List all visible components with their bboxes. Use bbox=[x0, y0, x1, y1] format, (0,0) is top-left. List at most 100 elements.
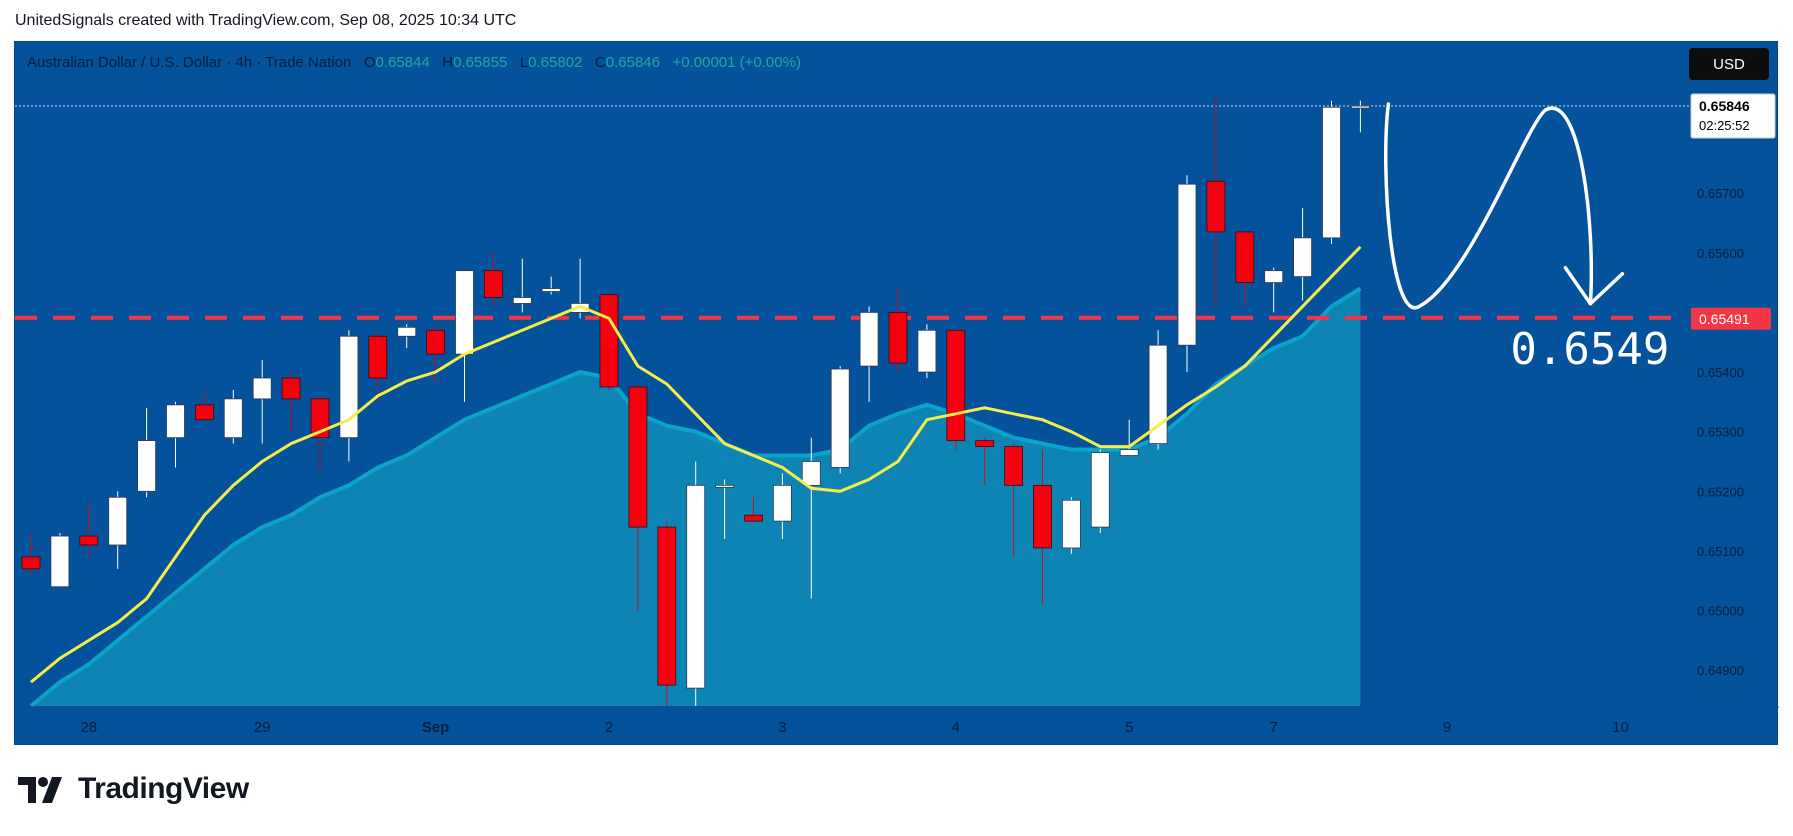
candle-body-up bbox=[252, 377, 272, 400]
candle[interactable] bbox=[1322, 100, 1341, 244]
candle-body-down bbox=[1235, 231, 1255, 283]
candle-body-down bbox=[368, 335, 388, 379]
high-value: 0.65855 bbox=[453, 54, 508, 71]
price-chart[interactable]: 0.6549 0.65700 0.65600 0.65400 0.65300 0.652… bbox=[15, 42, 1779, 746]
ma-slow-line bbox=[29, 286, 1362, 708]
candle-body-up bbox=[773, 484, 792, 522]
candle-body-up bbox=[50, 535, 70, 588]
candle-body-up bbox=[397, 326, 417, 337]
candle[interactable] bbox=[1062, 497, 1081, 554]
candle[interactable] bbox=[657, 521, 677, 706]
y-tick-label: 0.65700 bbox=[1697, 186, 1744, 201]
candle[interactable] bbox=[310, 395, 330, 474]
candle[interactable] bbox=[137, 407, 156, 498]
candle[interactable] bbox=[426, 324, 446, 384]
candle-body-down bbox=[657, 526, 677, 686]
x-tick-label: 10 bbox=[1612, 719, 1629, 736]
level-annotation-text: 0.6549 bbox=[1510, 324, 1669, 375]
candle[interactable] bbox=[1119, 419, 1139, 456]
candle[interactable] bbox=[79, 503, 99, 557]
candle[interactable] bbox=[830, 366, 850, 474]
change-value: +0.00001 (+0.00%) bbox=[672, 54, 801, 71]
ma-fast-line bbox=[30, 245, 1362, 684]
high-label: H bbox=[442, 54, 454, 71]
candle-body-down bbox=[281, 377, 301, 400]
candle[interactable] bbox=[21, 533, 41, 575]
x-tick-label: 2 bbox=[605, 719, 613, 736]
candle[interactable] bbox=[223, 389, 243, 444]
candle[interactable] bbox=[1033, 449, 1052, 605]
candle-body-up bbox=[223, 398, 243, 439]
candle-body-up bbox=[108, 496, 128, 546]
candle-body-up bbox=[917, 329, 937, 373]
candle[interactable] bbox=[512, 258, 532, 313]
tradingview-logo-icon bbox=[18, 777, 62, 803]
candle[interactable] bbox=[397, 324, 417, 349]
candle[interactable] bbox=[801, 437, 821, 599]
candle[interactable] bbox=[368, 330, 388, 402]
candle[interactable] bbox=[339, 330, 359, 462]
level-price-tag bbox=[1691, 307, 1771, 330]
close-label: C bbox=[594, 54, 606, 71]
candle[interactable] bbox=[166, 401, 185, 468]
candle[interactable] bbox=[541, 276, 561, 295]
candle-body-up bbox=[1062, 499, 1081, 549]
candle[interactable] bbox=[1004, 443, 1023, 557]
x-tick-label: 28 bbox=[80, 719, 97, 736]
open-value: 0.65844 bbox=[375, 54, 430, 71]
x-tick-label: 5 bbox=[1125, 719, 1133, 736]
chart-caption: UnitedSignals created with TradingView.c… bbox=[15, 12, 517, 29]
candle[interactable] bbox=[744, 497, 763, 522]
candle-body-up bbox=[1264, 270, 1284, 283]
y-tick-label: 0.65000 bbox=[1697, 604, 1744, 619]
candle[interactable] bbox=[917, 324, 937, 378]
candle-body-up bbox=[137, 440, 156, 492]
candle[interactable] bbox=[1177, 175, 1197, 373]
chart-panel[interactable]: 0.6549 0.65700 0.65600 0.65400 0.65300 0.652… bbox=[14, 41, 1779, 746]
candle-body-down bbox=[744, 514, 763, 522]
currency-button[interactable]: USD bbox=[1689, 48, 1769, 80]
candle[interactable] bbox=[975, 437, 995, 486]
symbol-name: Australian Dollar / U.S. Dollar · 4h · T… bbox=[27, 54, 352, 71]
candle[interactable] bbox=[773, 473, 792, 540]
tradingview-brand[interactable]: TradingView bbox=[16, 772, 249, 806]
candle-body-up bbox=[801, 461, 821, 486]
candle[interactable] bbox=[50, 533, 70, 588]
x-tick-label: 7 bbox=[1270, 719, 1278, 736]
candle[interactable] bbox=[108, 491, 128, 569]
candle-body-down bbox=[1004, 446, 1023, 486]
candle-body-up bbox=[830, 368, 850, 468]
candle[interactable] bbox=[1235, 231, 1255, 307]
candle[interactable] bbox=[483, 252, 503, 307]
y-tick-label: 0.65400 bbox=[1697, 365, 1744, 380]
candle[interactable] bbox=[252, 360, 272, 444]
candle-body-up bbox=[1148, 344, 1168, 445]
candle-body-down bbox=[21, 556, 41, 570]
candle[interactable] bbox=[888, 288, 908, 373]
candle[interactable] bbox=[715, 479, 734, 540]
candle-body-up bbox=[1090, 452, 1110, 528]
brand-name: TradingView bbox=[78, 772, 249, 805]
candle-body-down bbox=[483, 270, 503, 298]
candle-body-up bbox=[859, 311, 879, 367]
candle[interactable] bbox=[1351, 100, 1370, 133]
candle[interactable] bbox=[281, 372, 301, 432]
candle[interactable] bbox=[599, 294, 619, 390]
candle-body-down bbox=[975, 440, 995, 447]
candle[interactable] bbox=[1148, 330, 1168, 450]
candle[interactable] bbox=[1090, 449, 1110, 534]
projection-arrow-path[interactable] bbox=[1384, 102, 1594, 310]
candle[interactable] bbox=[859, 306, 879, 402]
candle[interactable] bbox=[1264, 267, 1284, 313]
candle[interactable] bbox=[946, 329, 966, 450]
candle[interactable] bbox=[455, 270, 474, 402]
candle[interactable] bbox=[686, 461, 706, 706]
candle[interactable] bbox=[628, 383, 648, 611]
x-tick-label: 9 bbox=[1443, 719, 1451, 736]
level-price-label: 0.65491 bbox=[1699, 311, 1750, 327]
candle[interactable] bbox=[1293, 208, 1312, 301]
candle[interactable] bbox=[194, 389, 214, 421]
candle[interactable] bbox=[1206, 97, 1226, 307]
candle-body-up bbox=[1119, 449, 1139, 456]
bar-countdown-label: 02:25:52 bbox=[1699, 118, 1750, 133]
